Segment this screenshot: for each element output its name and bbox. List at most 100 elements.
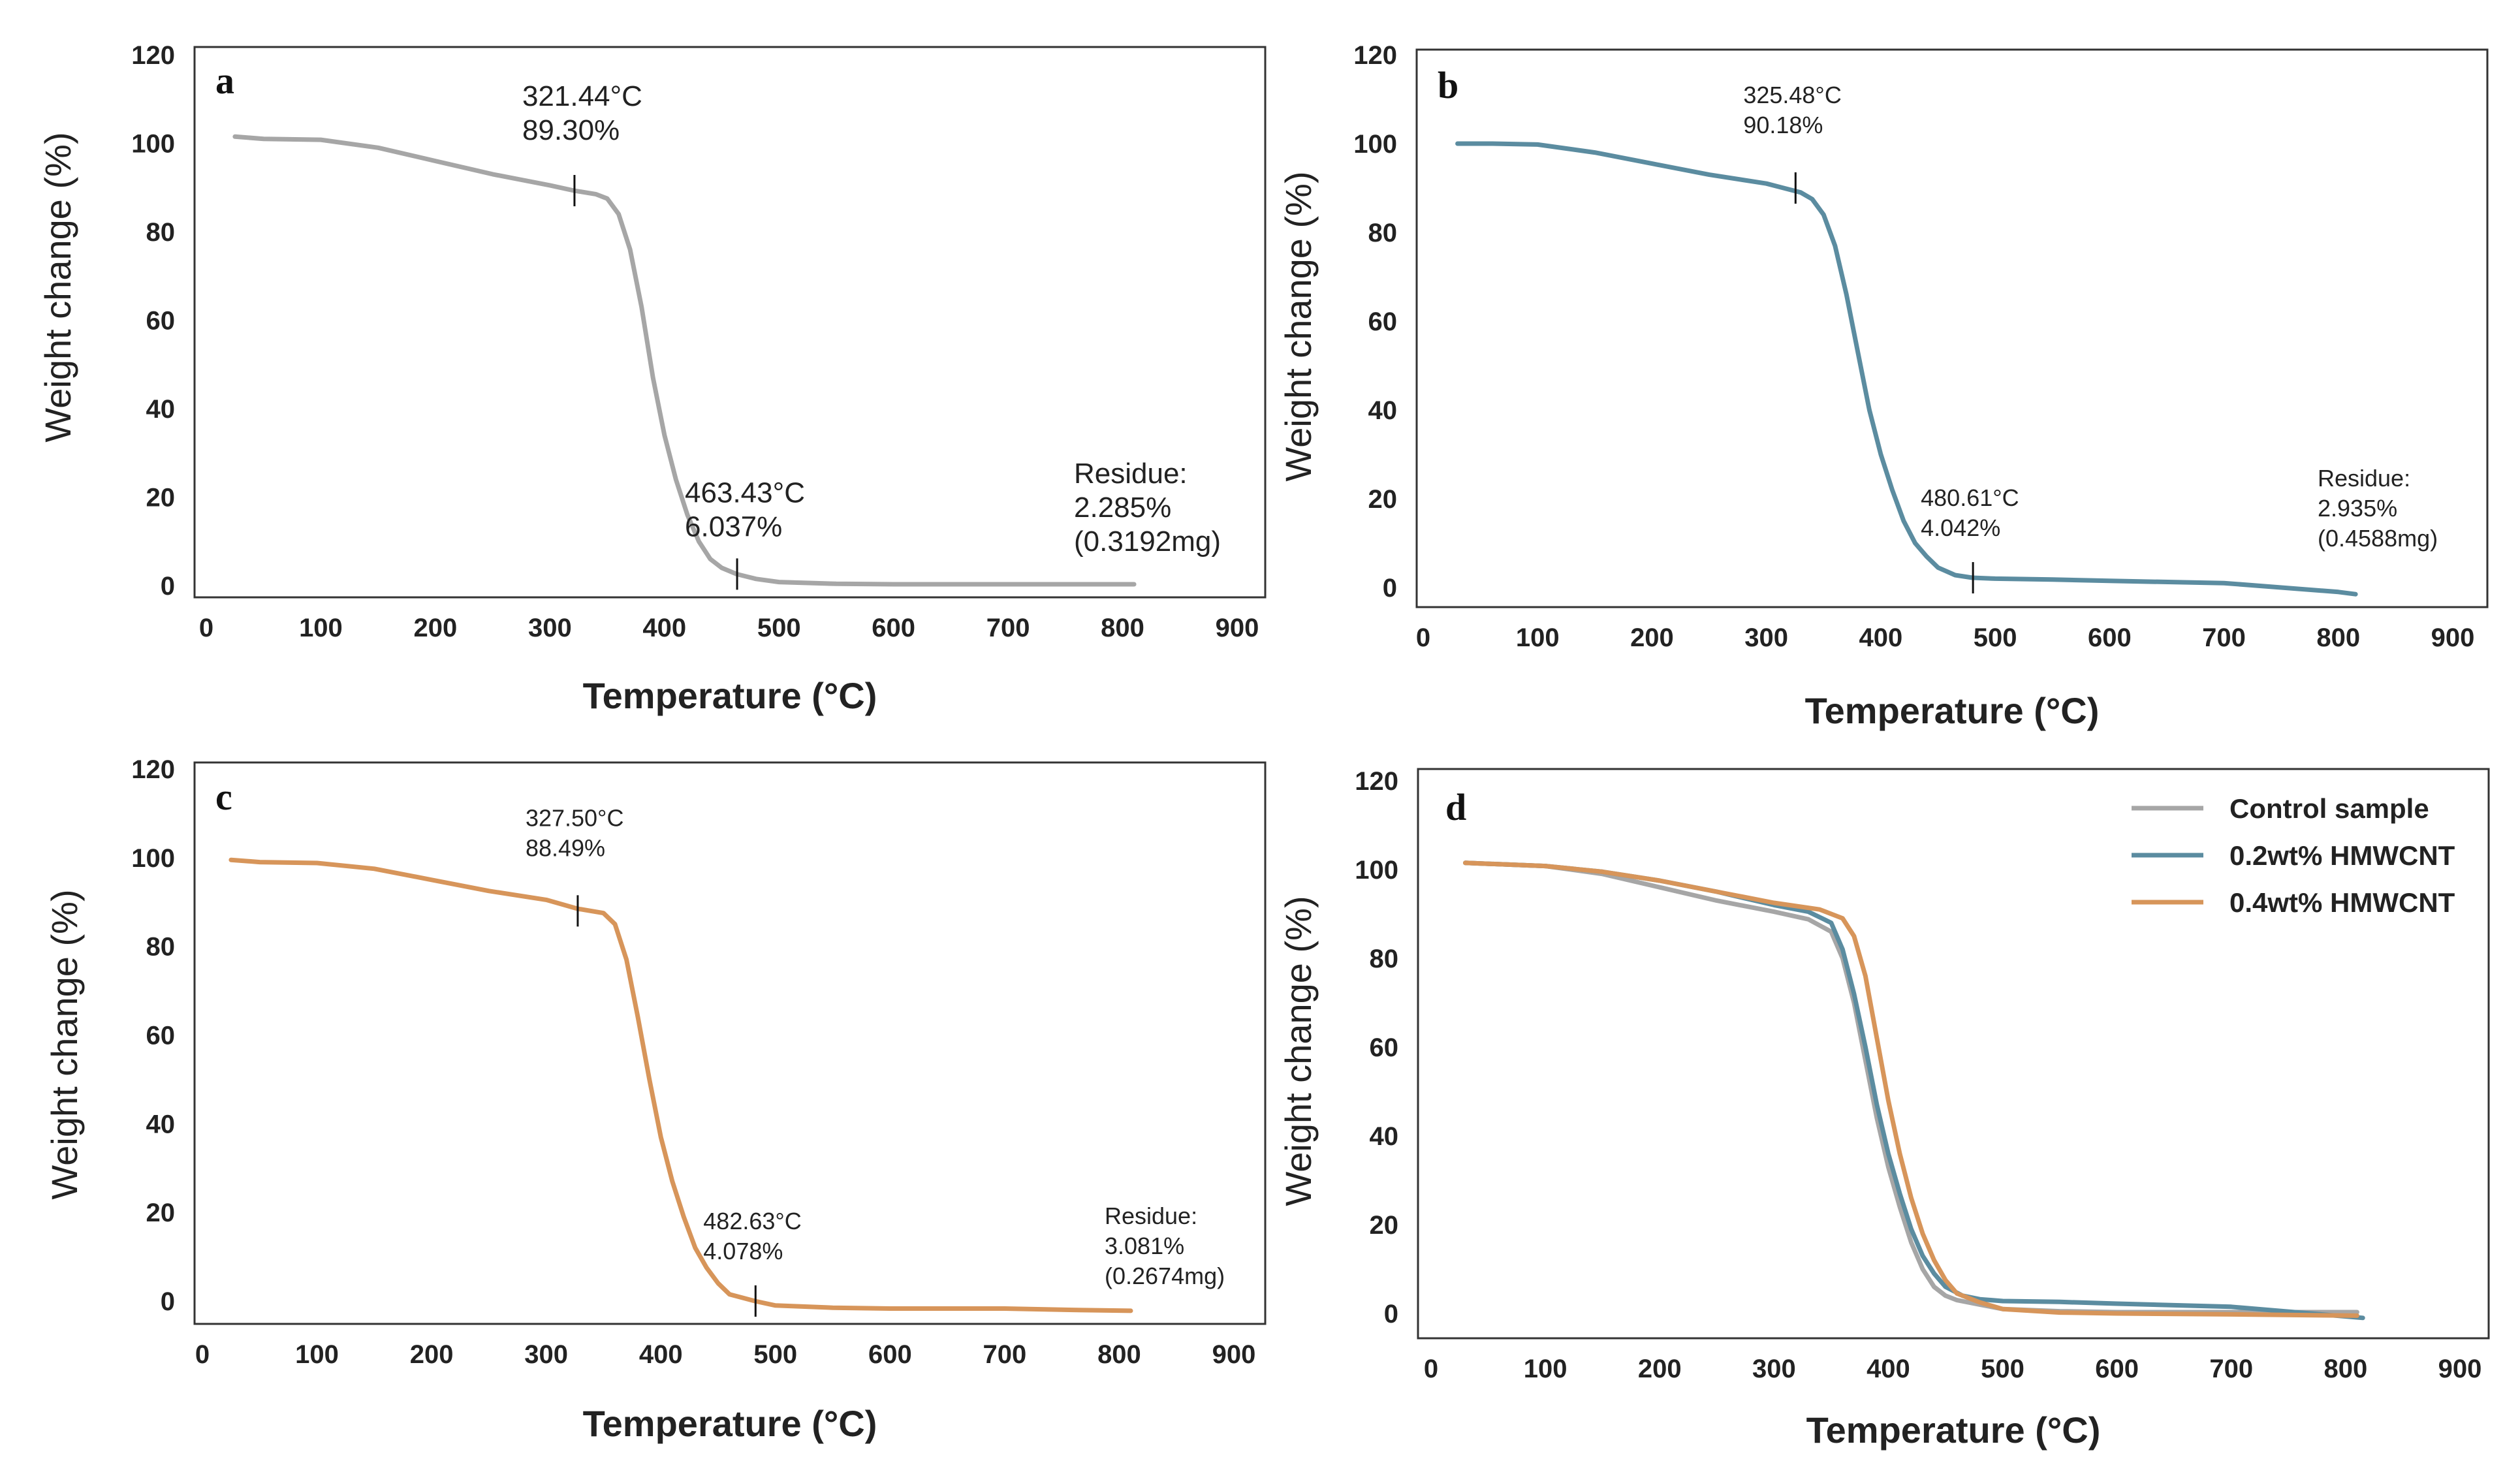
annotation-text: 4.078%	[703, 1238, 783, 1264]
x-tick-label: 400	[1859, 623, 1903, 652]
residue-text: 3.081%	[1105, 1233, 1184, 1259]
y-tick-label: 60	[1370, 1033, 1399, 1062]
annotation-text: 327.50°C	[526, 804, 624, 831]
plot-frame	[193, 761, 1267, 1325]
x-axis-label: Temperature (°C)	[1805, 690, 2100, 731]
plot-frame	[1415, 48, 2489, 608]
x-tick-label: 800	[1101, 614, 1144, 642]
chart-panel-b: b 0 20 40 60 80 100 120 0 100 200 300 400 500 600 700 80…	[1278, 41, 2489, 731]
y-tick-label: 60	[1368, 307, 1398, 336]
x-tick-label: 900	[2431, 623, 2475, 652]
y-tick-label: 100	[131, 844, 175, 873]
y-tick-label: 40	[146, 395, 176, 424]
residue-text: (0.4588mg)	[2318, 525, 2438, 552]
y-tick-label: 100	[131, 130, 175, 159]
panel-letter: a	[215, 59, 234, 102]
x-tick-label: 500	[1981, 1355, 2024, 1383]
x-tick-label: 300	[1752, 1355, 1796, 1383]
y-axis-label: Weight change (%)	[44, 889, 85, 1199]
y-tick-label: 120	[131, 41, 175, 70]
x-tick-label: 0	[195, 1340, 210, 1369]
x-axis-label: Temperature (°C)	[583, 675, 877, 716]
y-tick-label: 20	[1370, 1211, 1399, 1240]
x-tick-label: 900	[2438, 1355, 2482, 1383]
residue-text: (0.2674mg)	[1105, 1263, 1225, 1289]
series-line	[228, 857, 1133, 1313]
y-tick-label: 20	[146, 1199, 176, 1227]
residue-text: Residue:	[1105, 1202, 1197, 1229]
x-tick-label: 900	[1212, 1340, 1256, 1369]
y-tick-label: 60	[146, 1022, 176, 1050]
x-tick-label: 200	[410, 1340, 454, 1369]
x-tick-label: 700	[2202, 623, 2246, 652]
y-tick-label: 0	[161, 572, 175, 601]
x-tick-label: 100	[1524, 1355, 1567, 1383]
x-tick-label: 700	[2209, 1355, 2253, 1383]
panel-letter: c	[215, 776, 232, 818]
x-tick-label: 900	[1216, 614, 1259, 642]
y-tick-label: 80	[146, 218, 176, 247]
x-tick-label: 400	[1866, 1355, 1910, 1383]
y-tick-label: 120	[131, 755, 175, 784]
x-tick-label: 500	[753, 1340, 797, 1369]
annotation-text: 4.042%	[1921, 514, 2000, 541]
x-tick-label: 100	[295, 1340, 339, 1369]
y-tick-label: 0	[1383, 574, 1397, 603]
y-tick-label: 80	[1368, 219, 1398, 247]
x-axis-label: Temperature (°C)	[583, 1403, 877, 1444]
x-tick-label: 200	[1630, 623, 1674, 652]
legend-entry: 0.2wt% HMWCNT	[2229, 840, 2455, 871]
annotation-text: 480.61°C	[1921, 484, 2019, 511]
x-tick-label: 800	[2316, 623, 2360, 652]
residue-text: 2.935%	[2318, 495, 2397, 522]
y-tick-label: 60	[146, 307, 176, 336]
annotation-text: 88.49%	[526, 834, 605, 861]
y-tick-label: 80	[1370, 945, 1399, 973]
x-tick-label: 0	[1424, 1355, 1438, 1383]
y-tick-label: 40	[1370, 1122, 1399, 1151]
x-tick-label: 600	[2095, 1355, 2139, 1383]
x-tick-label: 0	[199, 614, 213, 642]
y-tick-label: 0	[1384, 1300, 1398, 1328]
residue-text: Residue:	[1074, 458, 1188, 490]
series-line	[232, 134, 1137, 587]
y-axis-label: Weight change (%)	[37, 132, 78, 442]
x-tick-label: 300	[1744, 623, 1788, 652]
y-tick-label: 20	[146, 484, 176, 512]
legend: Control sample 0.2wt% HMWCNT 0.4wt% HMWCNT	[2132, 793, 2455, 918]
panel-letter: b	[1438, 64, 1458, 106]
chart-panel-d: d 0 20 40 60 80 100 120 0 100 200 300 400 500 600 700 80…	[1278, 767, 2490, 1451]
annotation-text: 90.18%	[1743, 112, 1823, 138]
series-line	[1463, 860, 2359, 1318]
residue-text: 2.285%	[1074, 492, 1171, 524]
x-tick-label: 600	[872, 614, 915, 642]
y-tick-label: 40	[1368, 396, 1398, 425]
y-tick-label: 20	[1368, 485, 1398, 514]
x-tick-label: 200	[1638, 1355, 1682, 1383]
chart-panel-c: c 0 20 40 60 80 100 120 0 100 200 300 400 500 600 700 80…	[44, 755, 1267, 1444]
annotation-text: 89.30%	[522, 114, 620, 146]
x-tick-label: 600	[868, 1340, 912, 1369]
annotation-text: 325.48°C	[1743, 82, 1842, 108]
x-tick-label: 700	[983, 1340, 1027, 1369]
panel-letter: d	[1445, 786, 1466, 828]
y-tick-label: 80	[146, 933, 176, 962]
y-tick-label: 120	[1353, 41, 1397, 70]
legend-entry: Control sample	[2229, 793, 2429, 824]
x-tick-label: 800	[2324, 1355, 2368, 1383]
annotation-text: 6.037%	[685, 510, 782, 542]
residue-text: (0.3192mg)	[1074, 526, 1221, 557]
y-tick-label: 100	[1355, 856, 1398, 885]
y-tick-label: 100	[1353, 130, 1397, 159]
plot-frame	[193, 46, 1267, 599]
y-axis-label: Weight change (%)	[1278, 896, 1319, 1206]
x-tick-label: 100	[1516, 623, 1560, 652]
x-tick-label: 200	[414, 614, 458, 642]
x-tick-label: 0	[1416, 623, 1430, 652]
y-axis-label: Weight change (%)	[1278, 171, 1319, 481]
x-axis-label: Temperature (°C)	[1806, 1409, 2101, 1451]
x-tick-label: 500	[757, 614, 801, 642]
legend-entry: 0.4wt% HMWCNT	[2229, 887, 2455, 918]
